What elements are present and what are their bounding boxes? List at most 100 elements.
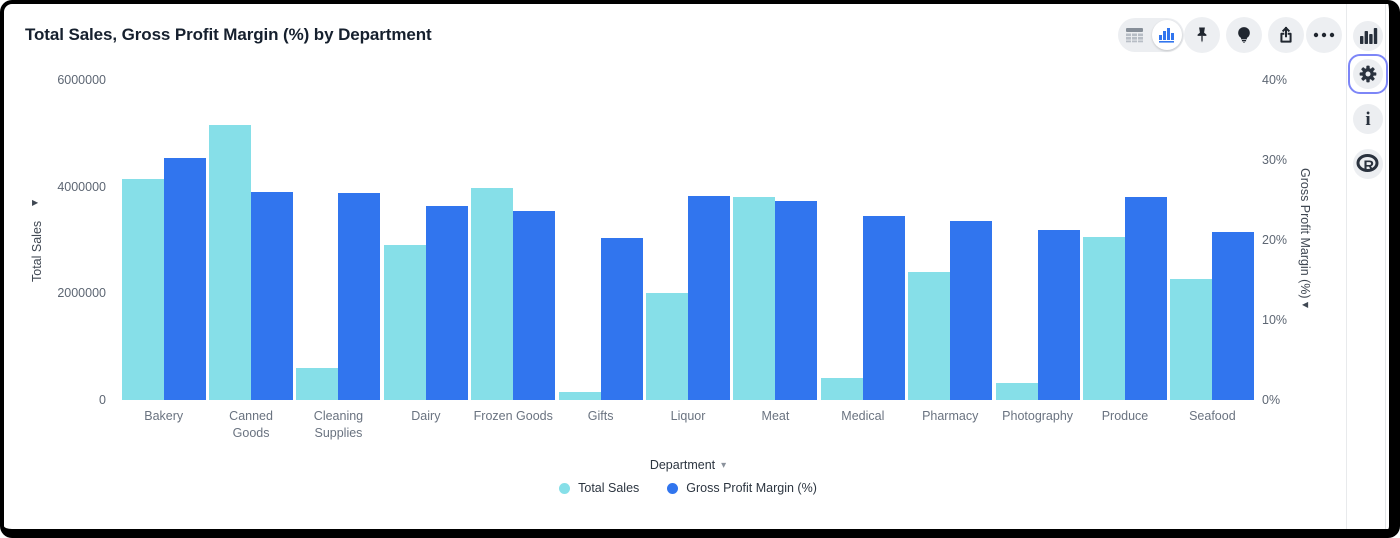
sidebar-item-info[interactable]: i	[1353, 104, 1383, 134]
share-export-icon	[1280, 26, 1292, 43]
category-text: Canned Goods	[229, 409, 273, 440]
axis-tick-label: 4000000	[57, 179, 106, 194]
axis-tick-label: 20%	[1262, 233, 1288, 247]
category-text: Photography	[1002, 409, 1074, 423]
table-view-button[interactable]	[1118, 18, 1151, 52]
right-axis-ticks: 0% 10% 20% 30% 40%	[1262, 73, 1322, 407]
x-axis-category-label: Medical	[819, 408, 906, 442]
info-icon: i	[1365, 108, 1371, 130]
sidebar-item-chart-panel[interactable]	[1353, 21, 1383, 51]
x-axis-category-label: Photography	[994, 408, 1081, 442]
bar-gross-profit-margin[interactable]	[1124, 197, 1167, 400]
category-text: Frozen Goods	[473, 409, 553, 423]
bar-total-sales[interactable]	[995, 383, 1038, 400]
bar-gross-profit-margin[interactable]	[600, 238, 643, 400]
scrollbar-track-edge	[1385, 4, 1386, 529]
legend-swatch	[559, 482, 571, 494]
x-axis-category-label: Produce	[1081, 408, 1168, 442]
bar-total-sales[interactable]	[733, 197, 776, 400]
bar-chart-icon	[1159, 28, 1174, 43]
sidebar-item-r-logo[interactable]: R	[1353, 149, 1383, 179]
pin-button[interactable]	[1184, 17, 1220, 53]
bar-group	[295, 80, 382, 400]
bar-group	[207, 80, 294, 400]
left-axis-sort-arrow: ▶	[32, 198, 39, 207]
bar-total-sales[interactable]	[820, 378, 863, 400]
bar-gross-profit-margin[interactable]	[163, 158, 206, 400]
bar-total-sales[interactable]	[296, 368, 339, 400]
axis-tick-label: 30%	[1262, 153, 1288, 167]
chart-view-button[interactable]	[1152, 20, 1182, 50]
right-axis-sort-arrow: ◀	[1302, 300, 1309, 309]
ellipsis-icon	[1313, 32, 1335, 38]
pin-icon	[1197, 27, 1207, 43]
bar-total-sales[interactable]	[383, 245, 426, 400]
sidebar-item-settings[interactable]	[1348, 54, 1388, 94]
bar-total-sales[interactable]	[646, 293, 689, 400]
chevron-down-icon[interactable]: ▾	[721, 459, 727, 471]
bar-group	[470, 80, 557, 400]
bar-group	[382, 80, 469, 400]
bar-total-sales[interactable]	[471, 188, 514, 400]
category-text: Produce	[1101, 409, 1149, 423]
category-text: Seafood	[1189, 409, 1236, 423]
chart-legend: Total Sales Gross Profit Margin (%)	[120, 481, 1256, 495]
category-text: Meat	[761, 409, 790, 423]
bar-gross-profit-margin[interactable]	[688, 196, 731, 400]
bar-gross-profit-margin[interactable]	[425, 206, 468, 400]
bar-total-sales[interactable]	[908, 272, 951, 400]
chart-plot-area	[120, 80, 1256, 400]
share-button[interactable]	[1268, 17, 1304, 53]
x-axis-category-label: Bakery	[120, 408, 207, 442]
sidebar-divider	[1346, 4, 1347, 529]
left-axis-title[interactable]: Total Sales	[30, 220, 44, 282]
axis-tick-label: 0%	[1262, 393, 1281, 407]
bar-total-sales[interactable]	[121, 179, 164, 400]
x-axis-category-label: Meat	[732, 408, 819, 442]
x-axis-category-label: Seafood	[1169, 408, 1256, 442]
category-text: Gifts	[587, 409, 614, 423]
bar-gross-profit-margin[interactable]	[950, 221, 993, 400]
axis-tick-label: 0	[99, 393, 106, 407]
bar-gross-profit-margin[interactable]	[513, 211, 556, 400]
lightbulb-button[interactable]	[1226, 17, 1262, 53]
view-toggle[interactable]	[1118, 18, 1184, 52]
bar-gross-profit-margin[interactable]	[338, 193, 381, 400]
axis-tick-label: 2000000	[57, 286, 106, 301]
bar-total-sales[interactable]	[558, 392, 601, 400]
bar-group	[732, 80, 819, 400]
bar-gross-profit-margin[interactable]	[1037, 230, 1080, 400]
bar-group	[644, 80, 731, 400]
bar-total-sales[interactable]	[1082, 237, 1125, 400]
more-options-button[interactable]	[1306, 17, 1342, 53]
category-text: Bakery	[144, 409, 184, 423]
category-text: Liquor	[670, 409, 706, 423]
x-axis-category-label: Liquor	[644, 408, 731, 442]
axis-tick-label: 40%	[1262, 73, 1288, 87]
legend-item[interactable]: Total Sales	[559, 481, 639, 495]
x-axis-category-label: Gifts	[557, 408, 644, 442]
right-axis-title[interactable]: Gross Profit Margin (%)	[1298, 168, 1312, 299]
x-axis-category-label: Pharmacy	[907, 408, 994, 442]
bar-total-sales[interactable]	[1170, 279, 1213, 400]
left-axis-ticks: 0 2000000 4000000 6000000	[0, 73, 106, 407]
category-text: Cleaning Supplies	[313, 409, 364, 440]
x-axis-category-label: Dairy	[382, 408, 469, 442]
bar-gross-profit-margin[interactable]	[862, 216, 905, 400]
bar-gross-profit-margin[interactable]	[251, 192, 294, 400]
bar-total-sales[interactable]	[209, 125, 252, 400]
x-axis-category-label: Canned Goods	[207, 408, 294, 442]
x-axis-category-label: Frozen Goods	[470, 408, 557, 442]
lightbulb-icon	[1238, 27, 1250, 43]
legend-item[interactable]: Gross Profit Margin (%)	[667, 481, 817, 495]
axis-tick-label: 10%	[1262, 313, 1288, 327]
bar-gross-profit-margin[interactable]	[775, 201, 818, 400]
svg-text:R: R	[1364, 159, 1375, 175]
bar-group	[557, 80, 644, 400]
bar-gross-profit-margin[interactable]	[1212, 232, 1255, 400]
bar-group	[907, 80, 994, 400]
x-axis-title[interactable]: Department	[649, 458, 716, 472]
category-text: Medical	[841, 409, 885, 423]
table-icon	[1126, 28, 1143, 43]
bar-group	[120, 80, 207, 400]
